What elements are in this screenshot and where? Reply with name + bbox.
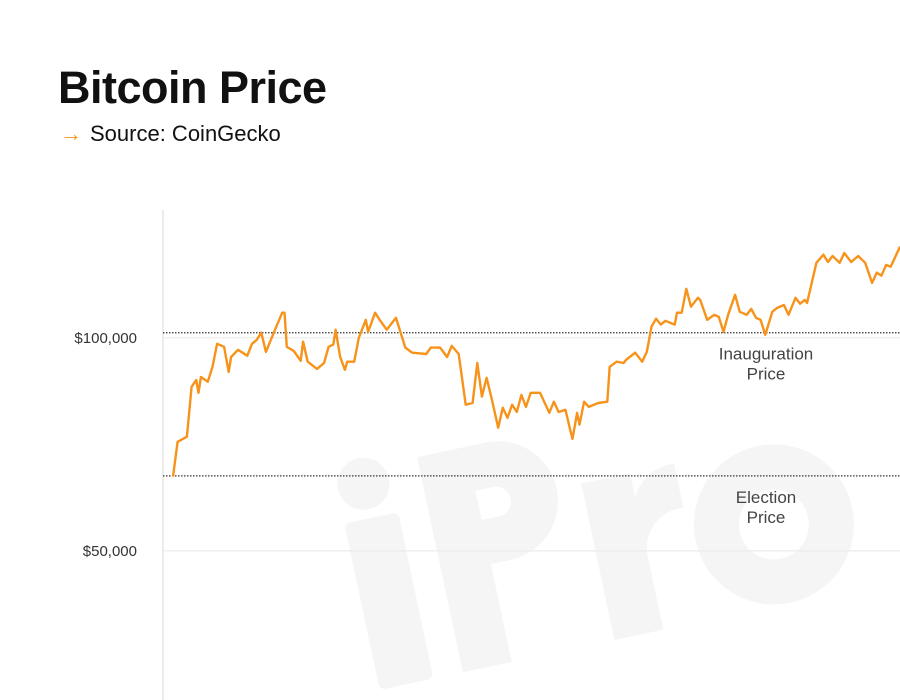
y-tick-label: $100,000 [74, 330, 137, 347]
election-price-label: Election [736, 488, 796, 507]
source-text: Source: CoinGecko [90, 121, 281, 146]
y-tick-label: $50,000 [83, 543, 137, 560]
chart-title: Bitcoin Price [58, 62, 327, 113]
inauguration-price-label: Price [747, 365, 786, 384]
election-price-label: Price [747, 508, 786, 527]
watermark [337, 441, 854, 689]
inauguration-price-label: Inauguration [719, 345, 814, 364]
chart-source: → Source: CoinGecko [60, 121, 281, 147]
price-series-line [171, 246, 900, 477]
arrow-right-icon: → [60, 121, 82, 146]
